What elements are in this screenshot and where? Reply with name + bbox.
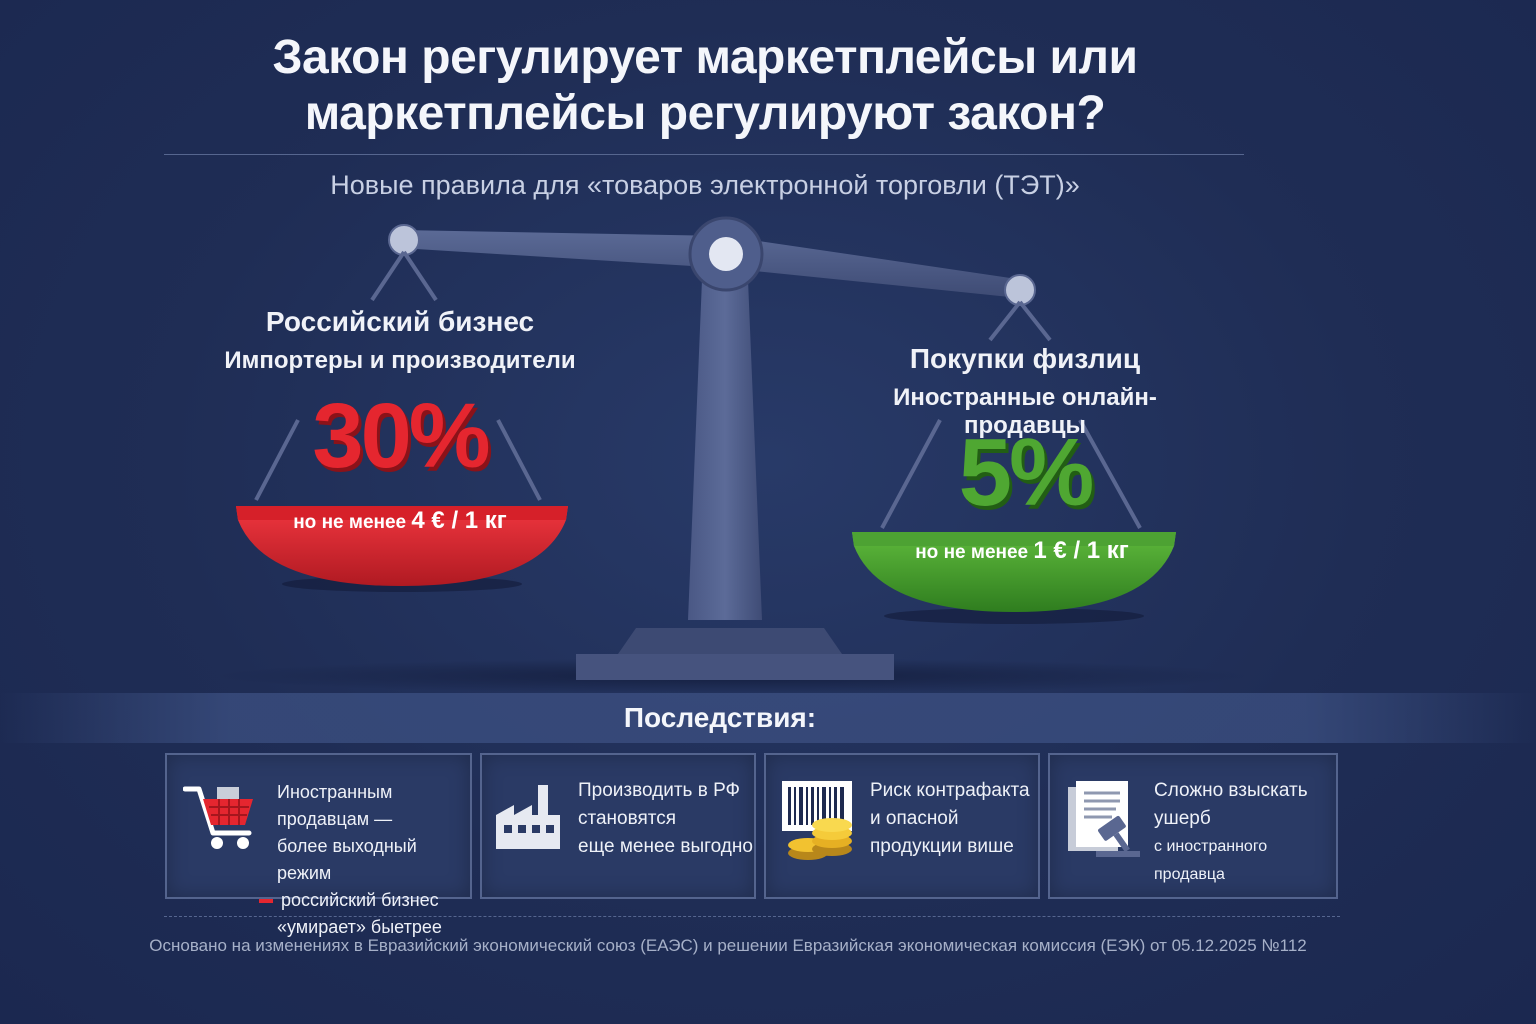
left-pan-rim <box>236 506 568 520</box>
card2-line3: еще менее выгодно <box>578 836 753 857</box>
consequences-title: Последствия: <box>623 702 817 733</box>
card3-line3: продукции више <box>870 836 1014 857</box>
pivot-inner <box>709 237 743 271</box>
right-hanger-top <box>988 300 1052 342</box>
page-title: Закон регулирует маркетплейсы или маркет… <box>272 31 1138 140</box>
card3-line1: Риск контрафакта <box>870 780 1030 801</box>
left-group-subtitle: Импортеры и производители <box>224 347 576 374</box>
left-hanger-top <box>370 250 438 302</box>
card1-line1: Иностранным продавцам — <box>277 782 393 829</box>
right-hanger-low <box>880 419 1142 529</box>
right-rate: 5% <box>958 419 1095 526</box>
left-note-prefix: но не менее <box>293 512 407 533</box>
consequence-card-1: Иностранным продавцам — более выходный р… <box>165 753 472 937</box>
right-group-subtitle: Иностранные онлайн-продавцы <box>893 384 1157 439</box>
left-pan <box>236 506 568 586</box>
consequence-text-3: Риск контрафакта и опасной продукции виш… <box>870 777 1030 861</box>
consequence-text-4: Сложно взыскать ушерб с иностранного про… <box>1154 777 1336 889</box>
consequence-text-2: Производить в РФ становятся еще менее вы… <box>578 777 753 861</box>
consequences-band <box>0 693 1536 743</box>
shopping-cart-icon <box>183 786 253 849</box>
consequence-card-3: Риск контрафакта и опасной продукции виш… <box>764 753 1040 899</box>
card4-line2: ушерб <box>1154 808 1211 829</box>
left-knob <box>388 224 420 256</box>
footer-divider <box>164 916 1340 917</box>
right-group-title: Покупки физлиц <box>909 343 1141 374</box>
card1-line2: более выходный режим <box>277 836 417 883</box>
scale-base-top <box>618 628 842 654</box>
right-pan <box>852 532 1176 612</box>
subtitle: Новые правила для «товаров электронной т… <box>330 170 1080 200</box>
consequence-card-2: Производить в РФ становятся еще менее вы… <box>480 753 756 899</box>
left-hanger-low <box>254 419 542 501</box>
card4-line1: Сложно взыскать <box>1154 780 1308 801</box>
document-gavel-icon <box>1068 781 1140 857</box>
barcode-coins-icon <box>782 781 852 860</box>
card1-line4: «умирает» быетрее <box>277 917 442 937</box>
left-group-title: Российский бизнес <box>265 306 535 337</box>
card2-line2: становятся <box>578 808 677 829</box>
left-minimum-note: но не менее 4 € / 1 кг <box>240 507 560 535</box>
card2-line1: Производить в РФ <box>578 780 741 801</box>
card1-line3: российский бизнес <box>281 890 439 910</box>
consequence-card-4: Сложно взыскать ушерб с иностранного про… <box>1048 753 1338 899</box>
consequence-text-1: Иностранным продавцам — более выходный р… <box>259 779 470 941</box>
red-dash-marker <box>259 899 273 904</box>
left-note-value: 4 € / 1 кг <box>411 507 507 534</box>
scale-base-bottom <box>576 654 894 680</box>
factory-icon <box>496 785 560 849</box>
source-footnote: Основано на изменениях в Евразийский эко… <box>149 936 1307 955</box>
scale-pole <box>688 280 762 620</box>
right-note-prefix: но не менее <box>915 542 1029 563</box>
right-pan-shadow <box>884 608 1144 624</box>
right-pan-rim <box>852 532 1176 546</box>
left-rate: 30% <box>312 385 490 487</box>
right-knob <box>1004 274 1036 306</box>
title-divider <box>164 154 1244 155</box>
card4-line3: с иностранного продавца <box>1154 838 1268 883</box>
right-note-value: 1 € / 1 кг <box>1033 537 1129 564</box>
card3-line2: и опасной <box>870 808 959 829</box>
card1-line3-row: российский бизнес <box>259 887 470 914</box>
right-minimum-note: но не менее 1 € / 1 кг <box>862 537 1182 565</box>
